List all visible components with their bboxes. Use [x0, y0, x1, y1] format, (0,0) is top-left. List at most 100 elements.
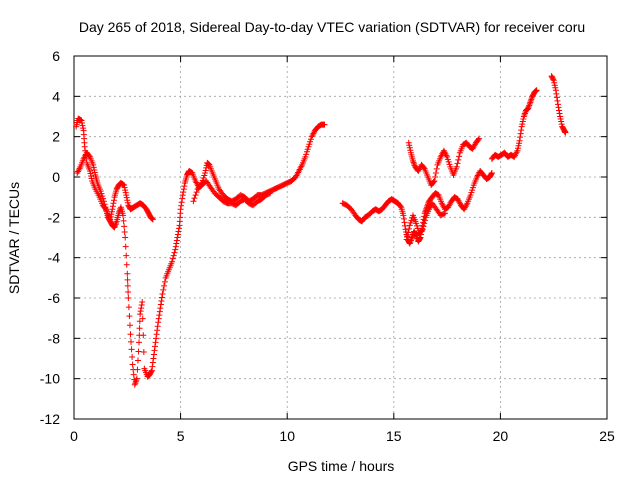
data-point [121, 182, 128, 189]
data-point [107, 216, 114, 223]
data-point [86, 152, 93, 159]
data-point [408, 217, 415, 224]
data-point [202, 167, 209, 174]
data-point [517, 134, 524, 141]
data-point [557, 116, 564, 123]
data-point [102, 204, 109, 211]
data-point [91, 169, 98, 176]
data-point [128, 346, 135, 353]
data-point [305, 143, 312, 150]
data-point [303, 148, 310, 155]
data-point [417, 234, 424, 241]
data-point [302, 153, 309, 160]
y-tick-label: 0 [52, 169, 60, 185]
y-tick-label: -4 [48, 250, 61, 266]
data-point [140, 332, 147, 339]
data-point [533, 87, 540, 94]
data-point [173, 240, 180, 247]
data-point [153, 331, 160, 338]
data-point [400, 212, 407, 219]
data-point [97, 188, 104, 195]
data-point [171, 249, 178, 256]
data-point [303, 151, 310, 158]
data-point [129, 353, 136, 360]
data-point [124, 276, 131, 283]
data-point [403, 236, 410, 243]
data-point [405, 225, 412, 232]
data-point [517, 130, 524, 137]
data-point [469, 184, 476, 191]
data-point [128, 338, 135, 345]
data-point [149, 216, 156, 223]
data-point [556, 107, 563, 114]
data-point [554, 101, 561, 108]
data-point [514, 147, 521, 154]
data-point [406, 144, 413, 151]
y-tick-label: 6 [52, 48, 60, 64]
data-point [410, 159, 417, 166]
data-point [139, 299, 146, 306]
data-point [488, 170, 495, 177]
data-point [154, 327, 161, 334]
data-point [519, 121, 526, 128]
data-point [177, 206, 184, 213]
data-point [169, 258, 176, 265]
data-point [404, 232, 411, 239]
data-point [123, 194, 130, 201]
data-point [533, 87, 540, 94]
data-point [123, 252, 130, 259]
data-point [148, 368, 155, 375]
data-point [100, 198, 107, 205]
data-point [123, 261, 130, 268]
data-point [201, 172, 208, 179]
series-trace-f [403, 200, 448, 243]
data-point [161, 282, 168, 289]
data-point [306, 141, 313, 148]
data-point [133, 375, 140, 382]
data-point [421, 220, 428, 227]
data-point [433, 165, 440, 172]
data-point [110, 197, 117, 204]
data-point [431, 178, 438, 185]
data-point [401, 222, 408, 229]
data-point [200, 175, 207, 182]
data-point [124, 199, 131, 206]
data-point [90, 164, 97, 171]
data-point [79, 122, 86, 129]
data-point [124, 197, 131, 204]
data-point [180, 189, 187, 196]
data-point [405, 229, 412, 236]
y-tick-label: 4 [52, 88, 60, 104]
x-axis-label: GPS time / hours [288, 458, 395, 474]
data-point [125, 288, 132, 295]
data-point [488, 169, 495, 176]
data-point [126, 322, 133, 329]
x-tick-label: 10 [279, 428, 295, 444]
data-point [515, 142, 522, 149]
data-point [155, 315, 162, 322]
y-tick-label: 2 [52, 129, 60, 145]
data-point [152, 343, 159, 350]
data-point [103, 207, 110, 214]
data-point [108, 211, 115, 218]
data-point [172, 246, 179, 253]
data-point [440, 210, 447, 217]
data-point [179, 192, 186, 199]
data-point [419, 226, 426, 233]
data-point [174, 234, 181, 241]
y-tick-label: -2 [48, 209, 61, 225]
data-point [99, 193, 106, 200]
data-point [124, 270, 131, 277]
data-point [555, 104, 562, 111]
data-point [125, 295, 132, 301]
data-point [122, 187, 129, 194]
data-point [519, 118, 526, 125]
data-point [108, 208, 115, 215]
data-point [156, 308, 163, 315]
data-point [126, 313, 133, 320]
y-tick-label: -12 [40, 411, 60, 427]
data-point [88, 175, 95, 182]
x-tick-label: 15 [386, 428, 402, 444]
data-point [456, 153, 463, 160]
data-point [414, 225, 421, 232]
